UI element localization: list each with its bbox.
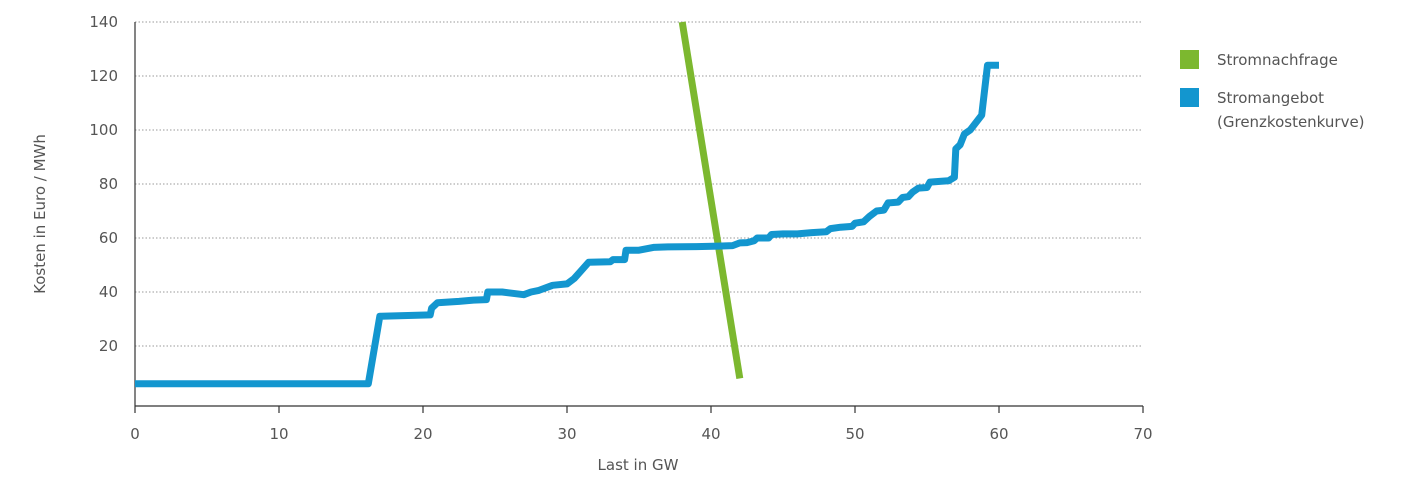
x-tick-label: 0 bbox=[130, 425, 140, 443]
y-tick-label: 80 bbox=[99, 175, 118, 193]
y-tick-label: 60 bbox=[99, 229, 118, 247]
legend-label-2: Stromangebot bbox=[1217, 89, 1324, 107]
y-axis-title: Kosten in Euro / MWh bbox=[31, 134, 49, 294]
y-tick-label: 140 bbox=[89, 13, 118, 31]
tick-labels: 20 40 60 80 100 120 140 0 10 20 30 40 50 60 70 bbox=[89, 13, 1152, 443]
x-tick-label: 10 bbox=[269, 425, 288, 443]
x-axis-title: Last in GW bbox=[598, 456, 679, 474]
y-tick-label: 20 bbox=[99, 337, 118, 355]
legend-label-2: (Grenzkostenkurve) bbox=[1217, 113, 1365, 131]
grid-lines bbox=[135, 21, 1143, 347]
x-tick-label: 20 bbox=[413, 425, 432, 443]
legend-label-1: Stromnachfrage bbox=[1217, 51, 1338, 69]
x-tick-label: 60 bbox=[989, 425, 1008, 443]
y-tick-label: 40 bbox=[99, 283, 118, 301]
y-tick-label: 100 bbox=[89, 121, 118, 139]
y-tick-label: 120 bbox=[89, 67, 118, 85]
x-tick-label: 40 bbox=[701, 425, 720, 443]
series-line-2 bbox=[135, 61, 999, 388]
legend-swatch-2 bbox=[1180, 88, 1199, 107]
legend-swatch-1 bbox=[1180, 50, 1199, 69]
axes bbox=[134, 22, 1144, 413]
x-tick-label: 30 bbox=[557, 425, 576, 443]
x-tick-label: 50 bbox=[845, 425, 864, 443]
x-tick-label: 70 bbox=[1133, 425, 1152, 443]
legend: Stromnachfrage Stromangebot (Grenzkostenku… bbox=[1180, 50, 1365, 131]
series-line-1 bbox=[678, 21, 744, 379]
series-lines bbox=[135, 21, 999, 388]
